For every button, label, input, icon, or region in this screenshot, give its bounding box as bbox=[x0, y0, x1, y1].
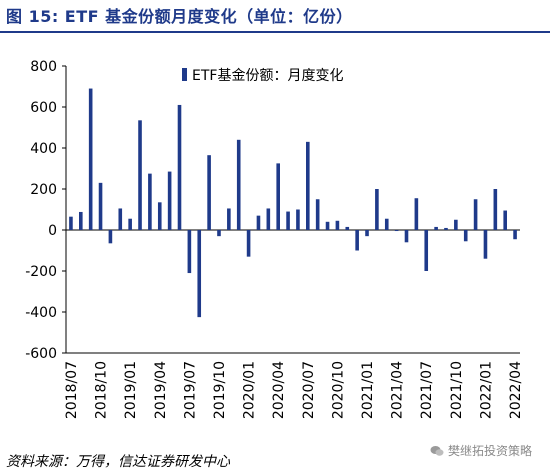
x-tick-label: 2020/10 bbox=[330, 361, 346, 419]
bar bbox=[167, 171, 172, 230]
bar bbox=[365, 230, 369, 237]
bar bbox=[513, 230, 517, 240]
bar bbox=[345, 226, 350, 230]
bar bbox=[493, 189, 498, 230]
bar bbox=[187, 230, 192, 274]
bar bbox=[217, 230, 221, 237]
legend-swatch bbox=[182, 68, 187, 81]
bar bbox=[207, 155, 211, 230]
bar bbox=[108, 230, 113, 244]
y-tick-label: 0 bbox=[48, 223, 57, 239]
y-tick-label: 800 bbox=[30, 59, 57, 75]
bar bbox=[296, 209, 300, 230]
bar bbox=[88, 88, 93, 230]
chart-legend: ETF基金份额：月度变化 bbox=[182, 67, 343, 84]
bar bbox=[394, 230, 399, 232]
title-rule bbox=[0, 31, 550, 33]
bar bbox=[473, 199, 478, 230]
source-note: 资料来源：万得，信达证券研发中心 bbox=[6, 454, 230, 470]
bar bbox=[315, 199, 320, 230]
chart-axes: -600 -400 -200 0 200 400 600 800 2018/07 2018/10 2… bbox=[25, 59, 524, 419]
bar bbox=[69, 216, 73, 230]
x-tick-label: 2020/04 bbox=[271, 361, 287, 419]
bar bbox=[177, 104, 182, 230]
x-tick-label: 2021/04 bbox=[390, 361, 406, 419]
x-tick-label: 2018/07 bbox=[64, 361, 80, 419]
x-tick-label: 2019/10 bbox=[212, 361, 228, 419]
bar bbox=[335, 220, 340, 230]
y-tick-label: 400 bbox=[30, 141, 57, 157]
bar bbox=[236, 139, 241, 230]
x-tick-label: 2020/01 bbox=[242, 361, 258, 419]
watermark-text: 樊继拓投资策略 bbox=[448, 444, 533, 458]
x-tick-label: 2020/07 bbox=[301, 361, 317, 419]
bar bbox=[286, 211, 290, 230]
watermark: 樊继拓投资策略 bbox=[430, 442, 532, 459]
x-tick-label: 2021/07 bbox=[419, 361, 435, 419]
bar bbox=[444, 227, 448, 230]
bar bbox=[463, 230, 468, 242]
x-tick-label: 2021/01 bbox=[360, 361, 376, 419]
wechat-icon bbox=[430, 445, 444, 456]
bar bbox=[355, 230, 359, 251]
bar bbox=[276, 163, 280, 231]
bar bbox=[424, 230, 429, 271]
x-tick-label: 2019/04 bbox=[153, 361, 169, 419]
bar bbox=[454, 219, 458, 230]
y-tick-label: -600 bbox=[25, 346, 57, 362]
bar bbox=[157, 202, 162, 230]
x-tick-label: 2018/10 bbox=[94, 361, 110, 419]
bar bbox=[98, 182, 103, 230]
y-tick-label: 200 bbox=[30, 182, 57, 198]
x-tick-label: 2021/10 bbox=[449, 361, 465, 419]
bar bbox=[384, 218, 389, 230]
x-tick-label: 2019/07 bbox=[182, 361, 198, 419]
chart-bars bbox=[69, 88, 517, 318]
legend-label: ETF基金份额：月度变化 bbox=[192, 67, 343, 84]
x-tick-label: 2022/04 bbox=[508, 361, 524, 419]
bar bbox=[325, 221, 330, 230]
bar bbox=[503, 210, 507, 230]
y-tick-label: -200 bbox=[25, 264, 57, 280]
bar bbox=[148, 173, 152, 231]
bar bbox=[246, 230, 251, 257]
bar bbox=[118, 208, 123, 230]
bar bbox=[138, 120, 142, 230]
x-tick-label: 2019/01 bbox=[123, 361, 139, 419]
bar bbox=[79, 211, 83, 230]
bar bbox=[256, 215, 261, 230]
bar bbox=[375, 189, 379, 230]
y-tick-label: 600 bbox=[30, 100, 57, 116]
bar bbox=[266, 208, 271, 230]
bar bbox=[414, 198, 419, 230]
bar bbox=[434, 226, 438, 230]
bar bbox=[128, 218, 132, 230]
bar bbox=[483, 230, 488, 259]
bar bbox=[227, 208, 231, 230]
bar bbox=[306, 141, 310, 230]
x-tick-label: 2022/01 bbox=[479, 361, 495, 419]
figure-title: 图 15: ETF 基金份额月度变化（单位：亿份） bbox=[6, 7, 353, 26]
bar bbox=[404, 230, 409, 243]
y-tick-label: -400 bbox=[25, 305, 57, 321]
bar bbox=[197, 230, 202, 318]
